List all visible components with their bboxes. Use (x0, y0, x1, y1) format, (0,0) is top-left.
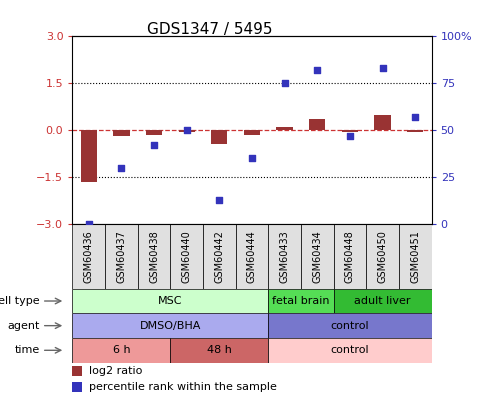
Text: agent: agent (7, 321, 40, 330)
Point (411, 114, 419, 120)
Point (379, 65, 387, 72)
Text: GSM60434: GSM60434 (312, 230, 322, 283)
Bar (334, 289, 432, 313)
Point (216, 196, 224, 203)
Bar (276, 126, 293, 130)
Bar (179, 130, 195, 132)
Text: time: time (15, 345, 40, 355)
Bar (301, 224, 334, 289)
Text: GSM60436: GSM60436 (84, 230, 94, 283)
Bar (268, 313, 432, 338)
Text: fetal brain: fetal brain (272, 296, 330, 306)
Bar (268, 289, 334, 313)
Text: GSM60442: GSM60442 (215, 230, 225, 283)
Bar (72, 289, 268, 313)
Bar (399, 224, 432, 289)
Bar (268, 338, 432, 362)
Bar (366, 224, 399, 289)
Text: GSM60444: GSM60444 (247, 230, 257, 283)
Text: GSM60448: GSM60448 (345, 230, 355, 283)
Bar (72, 338, 170, 362)
Text: GSM60437: GSM60437 (116, 230, 126, 283)
Bar (309, 119, 325, 130)
Text: GSM60450: GSM60450 (378, 230, 388, 283)
Text: percentile rank within the sample: percentile rank within the sample (88, 382, 276, 392)
Text: adult liver: adult liver (354, 296, 411, 306)
Point (117, 164, 125, 171)
Text: cell type: cell type (0, 296, 40, 306)
Bar (407, 130, 424, 132)
Bar (342, 130, 358, 132)
Text: DMSO/BHA: DMSO/BHA (140, 321, 201, 330)
Point (280, 80, 288, 87)
Bar (138, 224, 170, 289)
Bar (268, 224, 301, 289)
Text: GSM60438: GSM60438 (149, 230, 159, 283)
Text: log2 ratio: log2 ratio (88, 366, 142, 376)
Text: 6 h: 6 h (113, 345, 130, 355)
Bar (170, 338, 268, 362)
Bar (72, 313, 268, 338)
Bar (146, 130, 162, 135)
Text: GSM60433: GSM60433 (279, 230, 289, 283)
Bar (105, 224, 138, 289)
Text: GSM60451: GSM60451 (410, 230, 420, 283)
Point (150, 142, 158, 149)
Point (313, 67, 321, 73)
Bar (170, 224, 203, 289)
Text: MSC: MSC (158, 296, 183, 306)
Point (183, 127, 191, 134)
Point (85, 221, 93, 228)
Bar (72, 366, 82, 376)
Point (248, 155, 256, 162)
Bar (72, 224, 105, 289)
Bar (203, 224, 236, 289)
Text: GSM60440: GSM60440 (182, 230, 192, 283)
Bar (236, 224, 268, 289)
Bar (80, 130, 97, 182)
Bar (374, 115, 391, 130)
Bar (334, 224, 366, 289)
Bar (211, 130, 228, 145)
Text: 48 h: 48 h (207, 345, 232, 355)
Bar (113, 130, 130, 136)
Bar (244, 130, 260, 135)
Point (346, 133, 354, 139)
Text: control: control (331, 321, 369, 330)
Bar (72, 382, 82, 392)
Text: GDS1347 / 5495: GDS1347 / 5495 (147, 22, 272, 37)
Text: control: control (331, 345, 369, 355)
